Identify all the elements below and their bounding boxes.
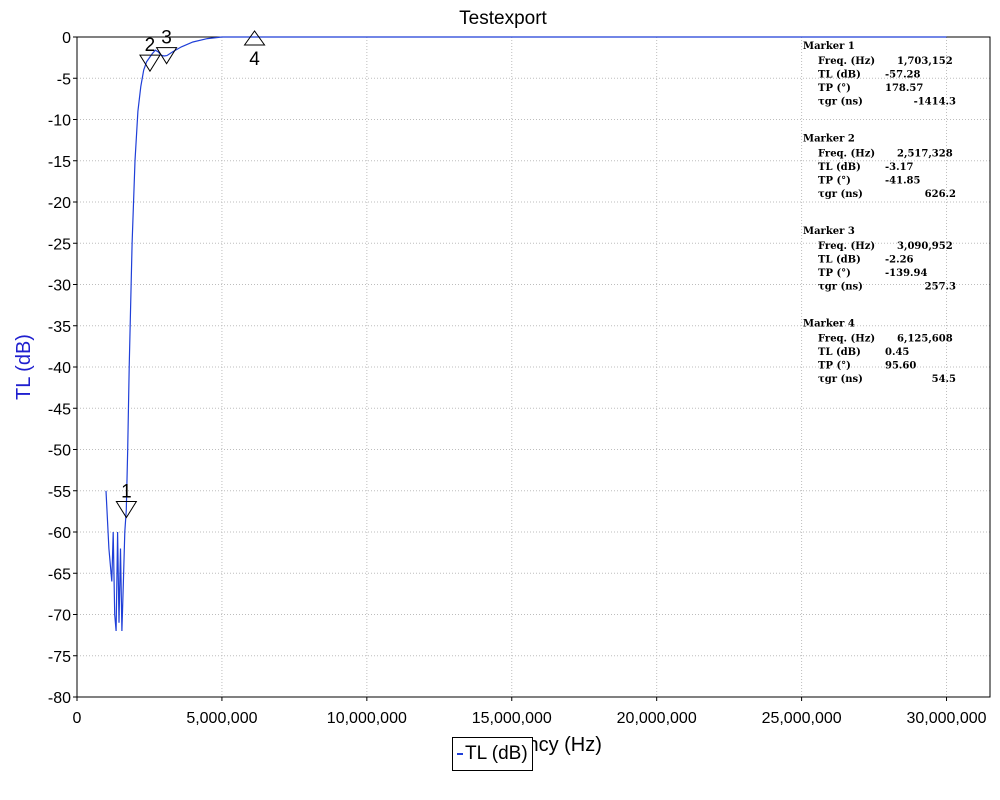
x-axis: 0 5,000,000 10,000,000 15,000,000 20,000,000… <box>73 697 987 727</box>
y-tick-label: -30 <box>48 278 71 295</box>
y-tick-label: -65 <box>48 566 71 583</box>
marker-readout-field-tl: TL (dB) <box>818 162 861 173</box>
y-tick-label: -10 <box>48 113 71 130</box>
marker-readout-field-freq: Freq. (Hz) <box>818 56 875 67</box>
marker-readout-value-freq: 1,703,152 <box>897 56 953 67</box>
marker-readout-field-freq: Freq. (Hz) <box>818 334 875 345</box>
marker-readout-field-tp: TP (°) <box>818 176 851 187</box>
y-tick-label: -75 <box>48 649 71 666</box>
marker-readout-value-tp: -139.94 <box>885 268 927 279</box>
y-tick-label: -70 <box>48 608 71 625</box>
y-tick-label: -25 <box>48 236 71 253</box>
marker-readout-heading: Marker 1 <box>803 41 855 52</box>
marker-readout-value-tl: -57.28 <box>885 70 921 81</box>
y-tick-label: -80 <box>48 690 71 707</box>
series-line-tl <box>105 36 947 632</box>
marker-readout-value-freq: 6,125,608 <box>897 334 953 345</box>
x-tick-label: 10,000,000 <box>327 710 407 727</box>
chart-title: Testexport <box>459 8 547 29</box>
marker-readout-heading: Marker 4 <box>803 319 855 330</box>
marker-label-1: 1 <box>121 482 132 503</box>
marker-triangle-1 <box>115 501 138 519</box>
marker-label-4: 4 <box>249 49 260 70</box>
y-tick-label: -50 <box>48 443 71 460</box>
marker-readout-value-freq: 2,517,328 <box>897 149 953 160</box>
marker-readout-field-tgr: τgr (ns) <box>818 189 863 200</box>
marker-readout-value-freq: 3,090,952 <box>897 241 953 252</box>
grid <box>77 37 990 697</box>
marker-label-2: 2 <box>145 35 156 56</box>
x-tick-label: 0 <box>73 710 82 727</box>
marker-readout-field-tp: TP (°) <box>818 361 851 372</box>
marker-readout-value-tp: -41.85 <box>885 176 921 187</box>
y-tick-label: -45 <box>48 401 71 418</box>
marker-readout-field-tgr: τgr (ns) <box>818 282 863 293</box>
y-tick-label: -35 <box>48 319 71 336</box>
marker-readout-field-tl: TL (dB) <box>818 347 861 358</box>
y-axis-label: TL (dB) <box>13 334 35 400</box>
marker-readout-value-tgr: 257.3 <box>925 282 956 293</box>
y-tick-label: -40 <box>48 360 71 377</box>
marker-readout-field-freq: Freq. (Hz) <box>818 241 875 252</box>
marker-triangle-4 <box>243 30 266 46</box>
marker-readout-value-tp: 178.57 <box>885 83 923 94</box>
marker-label-3: 3 <box>161 28 172 49</box>
series-layer <box>105 36 947 632</box>
marker-readout-value-tl: 0.45 <box>885 347 909 358</box>
legend-swatch <box>457 753 463 755</box>
marker-readout-value-tp: 95.60 <box>885 361 916 372</box>
y-tick-label: 0 <box>62 30 71 47</box>
marker-readout-field-tp: TP (°) <box>818 268 851 279</box>
marker-readout-field-tl: TL (dB) <box>818 70 861 81</box>
marker-readout-value-tgr: 626.2 <box>925 189 956 200</box>
marker-readout-field-freq: Freq. (Hz) <box>818 149 875 160</box>
x-tick-label: 15,000,000 <box>472 710 552 727</box>
y-tick-label: -15 <box>48 154 71 171</box>
marker-readout-value-tgr: -1414.3 <box>914 97 956 108</box>
marker-readout-field-tl: TL (dB) <box>818 255 861 266</box>
legend: TL (dB) <box>452 737 533 771</box>
y-tick-label: -55 <box>48 484 71 501</box>
marker-readout-value-tl: -2.26 <box>885 255 914 266</box>
marker-readout-field-tgr: τgr (ns) <box>818 97 863 108</box>
y-tick-label: -20 <box>48 195 71 212</box>
y-tick-label: -60 <box>48 525 71 542</box>
marker-triangle-3 <box>155 47 178 65</box>
marker-readout-field-tgr: τgr (ns) <box>818 374 863 385</box>
x-tick-label: 20,000,000 <box>617 710 697 727</box>
marker-readout-heading: Marker 3 <box>803 226 855 237</box>
markers-layer: 1 2 3 4 <box>115 28 266 519</box>
x-tick-label: 5,000,000 <box>186 710 257 727</box>
y-tick-label: -5 <box>57 71 71 88</box>
marker-triangle-2 <box>139 54 161 73</box>
x-tick-label: 25,000,000 <box>762 710 842 727</box>
marker-readout-field-tp: TP (°) <box>818 83 851 94</box>
y-axis: 0 -5 -10 -15 -20 -25 -30 -35 -40 -45 -50 -55 -60 -65 -… <box>48 30 77 707</box>
x-tick-label: 30,000,000 <box>906 710 986 727</box>
marker-readout: Marker 1 Freq. (Hz) 1,703,152 TL (dB) -57.28… <box>803 41 956 385</box>
marker-readout-value-tgr: 54.5 <box>932 374 956 385</box>
marker-readout-value-tl: -3.17 <box>885 162 914 173</box>
legend-label: TL (dB) <box>465 743 528 764</box>
marker-readout-heading: Marker 2 <box>803 134 855 145</box>
